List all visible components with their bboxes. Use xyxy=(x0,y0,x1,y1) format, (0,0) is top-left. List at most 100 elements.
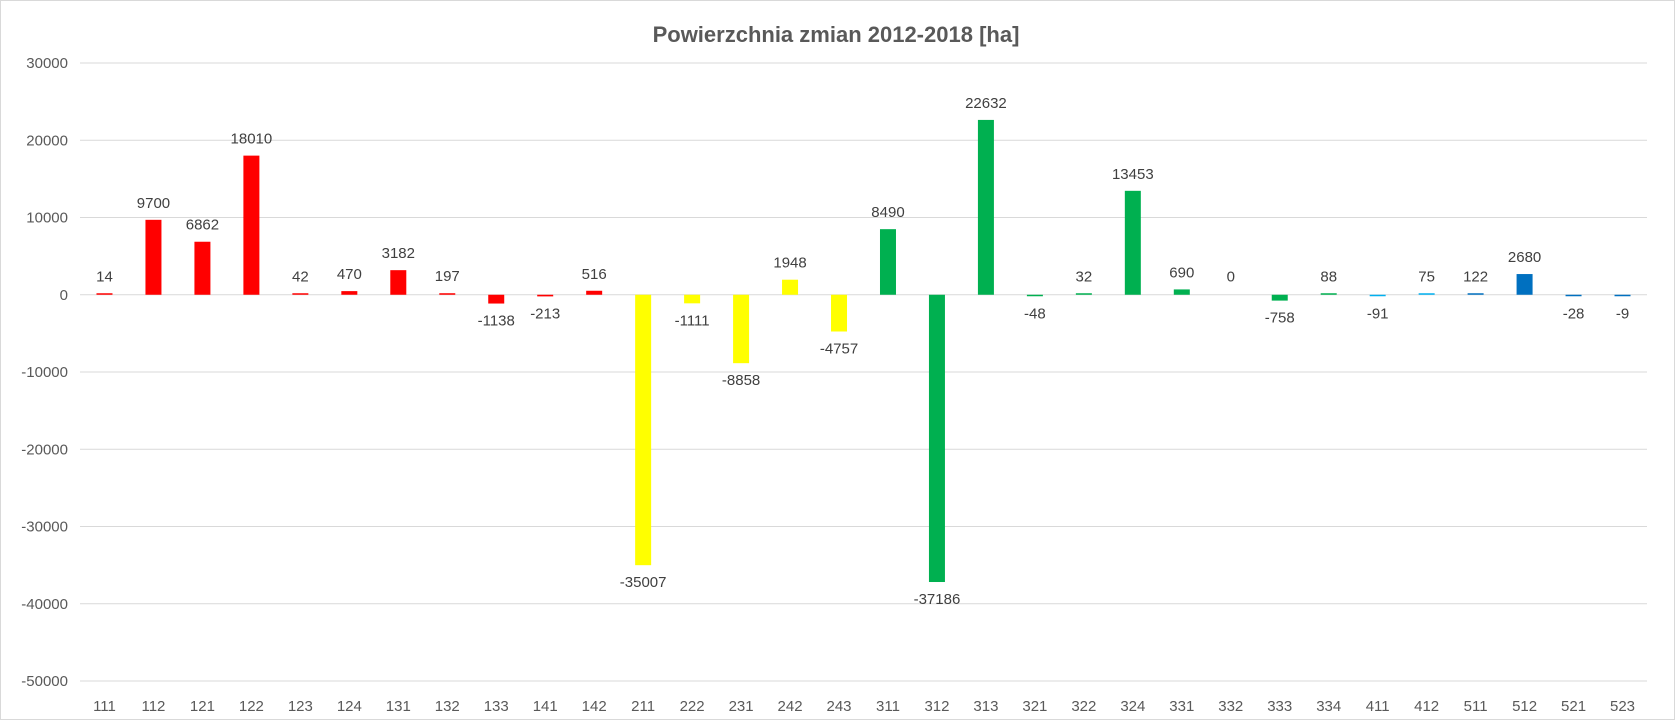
bar-133 xyxy=(488,294,505,304)
bar-511 xyxy=(1467,293,1484,295)
data-label: -213 xyxy=(530,305,560,322)
bar-242 xyxy=(782,279,799,295)
x-tick-label: 331 xyxy=(1169,698,1194,715)
y-tick-label: 10000 xyxy=(26,210,68,227)
x-tick-label: 324 xyxy=(1120,698,1145,715)
data-label: -37186 xyxy=(914,591,961,608)
y-axis-tick-labels: 30000 20000 10000 0 -10000 -20000 -30000 -40000… xyxy=(21,55,68,690)
data-label: -4757 xyxy=(820,340,858,357)
data-label: 2680 xyxy=(1508,249,1541,266)
x-tick-label: 133 xyxy=(484,698,509,715)
bar-313 xyxy=(977,119,994,295)
data-label: 32 xyxy=(1076,268,1093,285)
x-tick-label: 521 xyxy=(1561,698,1586,715)
bar-523 xyxy=(1614,294,1631,297)
x-tick-label: 112 xyxy=(141,698,165,715)
bar-411 xyxy=(1369,294,1386,297)
y-tick-label: -10000 xyxy=(21,364,68,381)
bar-412 xyxy=(1418,293,1435,295)
data-label: 690 xyxy=(1169,264,1194,281)
bar-521 xyxy=(1565,294,1582,297)
x-tick-label: 141 xyxy=(533,698,558,715)
data-label: 9700 xyxy=(137,195,170,212)
data-label: -28 xyxy=(1563,305,1585,322)
bar-231 xyxy=(733,294,750,364)
bar-322 xyxy=(1075,293,1092,295)
x-tick-label: 124 xyxy=(337,698,362,715)
x-tick-label: 122 xyxy=(239,698,264,715)
x-tick-label: 313 xyxy=(973,698,998,715)
data-label: 18010 xyxy=(231,131,273,148)
x-tick-label: 211 xyxy=(631,698,655,715)
y-tick-label: -40000 xyxy=(21,596,68,613)
x-tick-label: 132 xyxy=(435,698,460,715)
x-axis-tick-labels: 111 112 121 122 123 124 131 132 133 141 142 211 222 2… xyxy=(93,698,1635,715)
bar-333 xyxy=(1271,294,1288,301)
bar-211 xyxy=(635,294,652,566)
bar-331 xyxy=(1173,289,1190,295)
y-tick-label: -20000 xyxy=(21,441,68,458)
y-tick-label: 30000 xyxy=(26,55,68,72)
data-label: 75 xyxy=(1418,268,1435,285)
bar-121 xyxy=(194,241,211,295)
x-tick-label: 332 xyxy=(1218,698,1243,715)
data-label: -1138 xyxy=(478,313,515,330)
bar-141 xyxy=(537,294,554,297)
data-label: -758 xyxy=(1265,310,1295,327)
bar-132 xyxy=(439,293,456,295)
data-label: 42 xyxy=(292,268,309,285)
bar-122 xyxy=(243,155,260,295)
x-tick-label: 131 xyxy=(386,698,411,715)
x-tick-label: 512 xyxy=(1512,698,1537,715)
x-tick-label: 411 xyxy=(1366,698,1390,715)
x-tick-label: 121 xyxy=(190,698,215,715)
y-tick-label: -30000 xyxy=(21,519,68,536)
data-label: -8858 xyxy=(722,372,760,389)
bars xyxy=(96,119,1631,583)
x-tick-label: 231 xyxy=(729,698,754,715)
data-label: -35007 xyxy=(620,574,667,591)
bar-512 xyxy=(1516,274,1533,295)
y-tick-label: -50000 xyxy=(21,673,68,690)
x-tick-label: 334 xyxy=(1316,698,1341,715)
x-tick-label: 142 xyxy=(582,698,607,715)
data-label: 122 xyxy=(1463,268,1488,285)
bar-321 xyxy=(1026,294,1043,297)
data-label: 1948 xyxy=(773,255,806,272)
bar-243 xyxy=(831,294,848,332)
data-label: 516 xyxy=(582,266,607,283)
y-tick-label: 0 xyxy=(60,287,68,304)
x-tick-label: 322 xyxy=(1071,698,1096,715)
x-tick-label: 312 xyxy=(924,698,949,715)
data-label: 0 xyxy=(1227,268,1235,285)
bar-334 xyxy=(1320,293,1337,295)
bar-142 xyxy=(586,290,603,295)
bar-311 xyxy=(879,229,896,295)
bar-222 xyxy=(684,294,701,304)
data-label: -1111 xyxy=(675,312,710,329)
data-label: 14 xyxy=(96,268,113,285)
x-tick-label: 333 xyxy=(1267,698,1292,715)
x-tick-label: 123 xyxy=(288,698,313,715)
x-tick-label: 523 xyxy=(1610,698,1635,715)
x-tick-label: 222 xyxy=(680,698,705,715)
x-tick-label: 111 xyxy=(93,698,116,715)
bar-112 xyxy=(145,219,162,295)
data-label: -9 xyxy=(1616,305,1629,322)
data-label: 6862 xyxy=(186,217,219,234)
x-tick-label: 412 xyxy=(1414,698,1439,715)
bar-312 xyxy=(928,294,945,583)
bar-111 xyxy=(96,293,113,295)
bar-124 xyxy=(341,291,358,295)
y-tick-label: 20000 xyxy=(26,132,68,149)
data-labels: 14 9700 6862 18010 42 470 3182 197 -1138 -213 516 -… xyxy=(96,95,1629,608)
data-label: -48 xyxy=(1024,305,1046,322)
data-label: 22632 xyxy=(965,95,1007,112)
gridlines xyxy=(80,62,1647,682)
data-label: 8490 xyxy=(871,204,904,221)
x-tick-label: 242 xyxy=(778,698,803,715)
x-tick-label: 243 xyxy=(827,698,852,715)
x-tick-label: 511 xyxy=(1464,698,1488,715)
